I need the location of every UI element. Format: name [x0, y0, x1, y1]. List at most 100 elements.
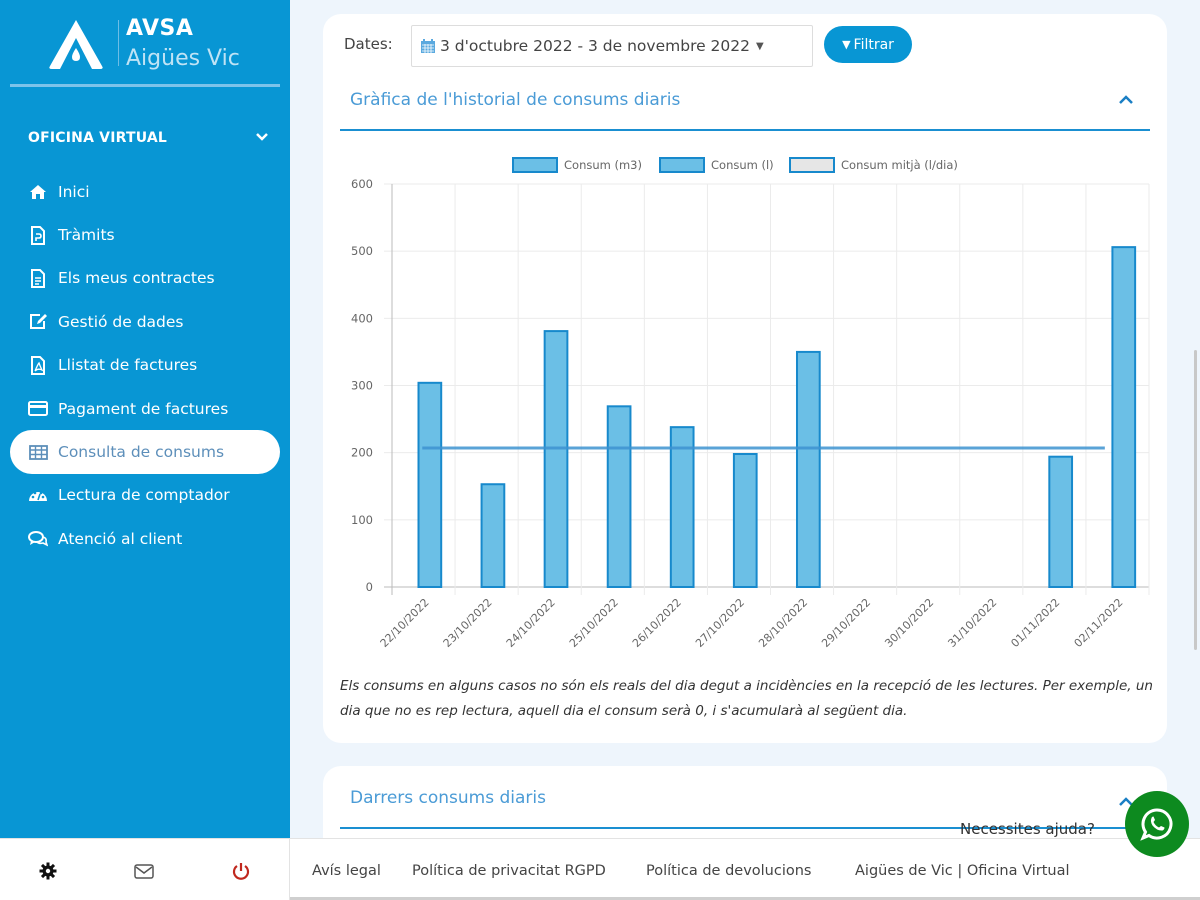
footer-link-avis-legal[interactable]: Avís legal	[312, 863, 381, 879]
chat-icon	[28, 529, 48, 549]
caret-down-icon: ▼	[756, 40, 764, 52]
chart-note: Els consums en alguns casos no són els r…	[340, 678, 1153, 719]
date-range-picker[interactable]: 3 d'octubre 2022 - 3 de novembre 2022 ▼	[411, 25, 813, 67]
footer-link-privacitat[interactable]: Política de privacitat RGPD	[412, 863, 606, 879]
sidebar-item-label: Lectura de comptador	[58, 486, 230, 505]
x-tick-label: 01/11/2022	[1008, 596, 1062, 650]
brand: AVSA Aigües Vic	[10, 0, 280, 87]
sidebar-item-contractes[interactable]: Els meus contractes	[10, 257, 280, 300]
edit-icon	[28, 312, 48, 332]
footer-link-oficina-virtual[interactable]: Aigües de Vic | Oficina Virtual	[855, 863, 1070, 879]
whatsapp-button[interactable]	[1125, 791, 1189, 857]
bar-23/10/2022	[480, 483, 506, 588]
x-tick-label: 26/10/2022	[630, 596, 684, 650]
y-tick-label: 600	[351, 177, 373, 191]
chart-panel-header[interactable]: Gràfica de l'historial de consums diaris	[340, 82, 1150, 131]
legend-swatch	[659, 157, 705, 173]
recent-panel-title: Darrers consums diaris	[350, 788, 546, 808]
sidebar-item-label: Inici	[58, 182, 90, 201]
page-footer: Avís legal Política de privacitat RGPD P…	[290, 838, 1200, 900]
x-tick-label: 23/10/2022	[441, 596, 495, 650]
bar-27/10/2022	[732, 453, 758, 589]
sidebar-item-inici[interactable]: Inici	[10, 170, 280, 213]
brand-subtitle: Aigües Vic	[126, 46, 240, 71]
section-oficina-virtual[interactable]: OFICINA VIRTUAL	[28, 130, 268, 146]
contract-icon	[28, 268, 48, 288]
legend-label: Consum (l)	[711, 158, 774, 172]
gear-icon[interactable]	[38, 861, 58, 881]
y-tick-label: 300	[351, 379, 373, 393]
legend-swatch	[789, 157, 835, 173]
table-icon	[28, 442, 48, 462]
chevron-down-icon	[256, 130, 268, 145]
sidebar-item-label: Atenció al client	[58, 529, 183, 548]
footer-link-devolucions[interactable]: Política de devolucions	[646, 863, 812, 879]
x-tick-label: 29/10/2022	[819, 596, 873, 650]
section-label: OFICINA VIRTUAL	[28, 130, 168, 146]
pdf-icon	[28, 355, 48, 375]
chart-panel-title: Gràfica de l'historial de consums diaris	[350, 90, 681, 110]
power-icon[interactable]	[231, 861, 251, 881]
sidebar-item-llistat-factures[interactable]: Llistat de factures	[10, 344, 280, 387]
y-tick-label: 200	[351, 446, 373, 460]
bar-24/10/2022	[543, 330, 569, 588]
sidebar-item-label: Gestió de dades	[58, 312, 184, 331]
sidebar: AVSA Aigües Vic OFICINA VIRTUAL Inici Tr…	[0, 0, 290, 838]
date-range-value: 3 d'octubre 2022 - 3 de novembre 2022	[440, 37, 751, 55]
y-tick-label: 500	[351, 244, 373, 258]
home-icon	[28, 182, 48, 202]
x-tick-label: 24/10/2022	[504, 596, 558, 650]
document-icon	[28, 225, 48, 245]
credit-card-icon	[28, 399, 48, 419]
x-tick-label: 31/10/2022	[945, 596, 999, 650]
legend-label: Consum mitjà (l/dia)	[841, 158, 958, 172]
sidebar-item-lectura-comptador[interactable]: Lectura de comptador	[10, 474, 280, 517]
dates-label: Dates:	[344, 35, 393, 53]
whatsapp-icon	[1140, 808, 1173, 841]
consumption-card: Dates: 3 d'octubre 2022 - 3 de novembre …	[323, 14, 1167, 743]
recent-panel-header[interactable]: Darrers consums diaris	[340, 776, 1150, 829]
calendar-icon	[421, 39, 435, 53]
bar-26/10/2022	[669, 426, 695, 589]
avsa-logo-icon	[49, 20, 103, 69]
sidebar-item-gestio-dades[interactable]: Gestió de dades	[10, 300, 280, 343]
filter-icon: ▼	[842, 38, 851, 51]
bar-25/10/2022	[606, 405, 632, 588]
sidebar-item-label: Tràmits	[58, 226, 115, 245]
legend-swatch	[512, 157, 558, 173]
chevron-up-icon	[1119, 95, 1133, 104]
sidebar-item-label: Els meus contractes	[58, 269, 215, 288]
sidebar-item-atencio-client[interactable]: Atenció al client	[10, 517, 280, 560]
filter-button[interactable]: ▼ Filtrar	[824, 26, 912, 63]
x-tick-label: 30/10/2022	[882, 596, 936, 650]
bar-22/10/2022	[417, 381, 443, 588]
x-tick-label: 28/10/2022	[756, 596, 810, 650]
brand-title: AVSA	[126, 16, 194, 41]
sidebar-footer	[0, 838, 290, 900]
brand-separator	[118, 20, 119, 66]
x-tick-label: 02/11/2022	[1072, 596, 1126, 650]
consumption-chart: 0 100 200 300 400 500 600 22/10/2022 23/10/2022 2…	[323, 144, 1167, 664]
sidebar-item-label: Llistat de factures	[58, 356, 198, 375]
legend-label: Consum (m3)	[564, 158, 642, 172]
y-tick-label: 100	[351, 513, 373, 527]
sidebar-item-tramits[interactable]: Tràmits	[10, 213, 280, 256]
sidebar-item-consulta-consums[interactable]: Consulta de consums	[10, 430, 280, 474]
bar-01/11/2022	[1048, 455, 1074, 588]
x-tick-label: 27/10/2022	[693, 596, 747, 650]
bar-28/10/2022	[795, 350, 821, 588]
x-tick-label: 22/10/2022	[378, 596, 432, 650]
sidebar-item-pagament-factures[interactable]: Pagament de factures	[10, 387, 280, 430]
bar-02/11/2022	[1111, 246, 1137, 589]
filter-button-label: Filtrar	[853, 36, 894, 53]
y-tick-label: 400	[351, 311, 373, 325]
sidebar-nav: Inici Tràmits Els meus contractes Gestió…	[10, 170, 280, 561]
sidebar-item-label: Consulta de consums	[58, 443, 225, 462]
sidebar-item-label: Pagament de factures	[58, 399, 229, 418]
mail-icon[interactable]	[134, 861, 154, 881]
x-tick-label: 25/10/2022	[567, 596, 621, 650]
chevron-up-icon	[1119, 797, 1133, 806]
scrollbar[interactable]	[1194, 350, 1197, 650]
y-tick-label: 0	[366, 580, 373, 594]
